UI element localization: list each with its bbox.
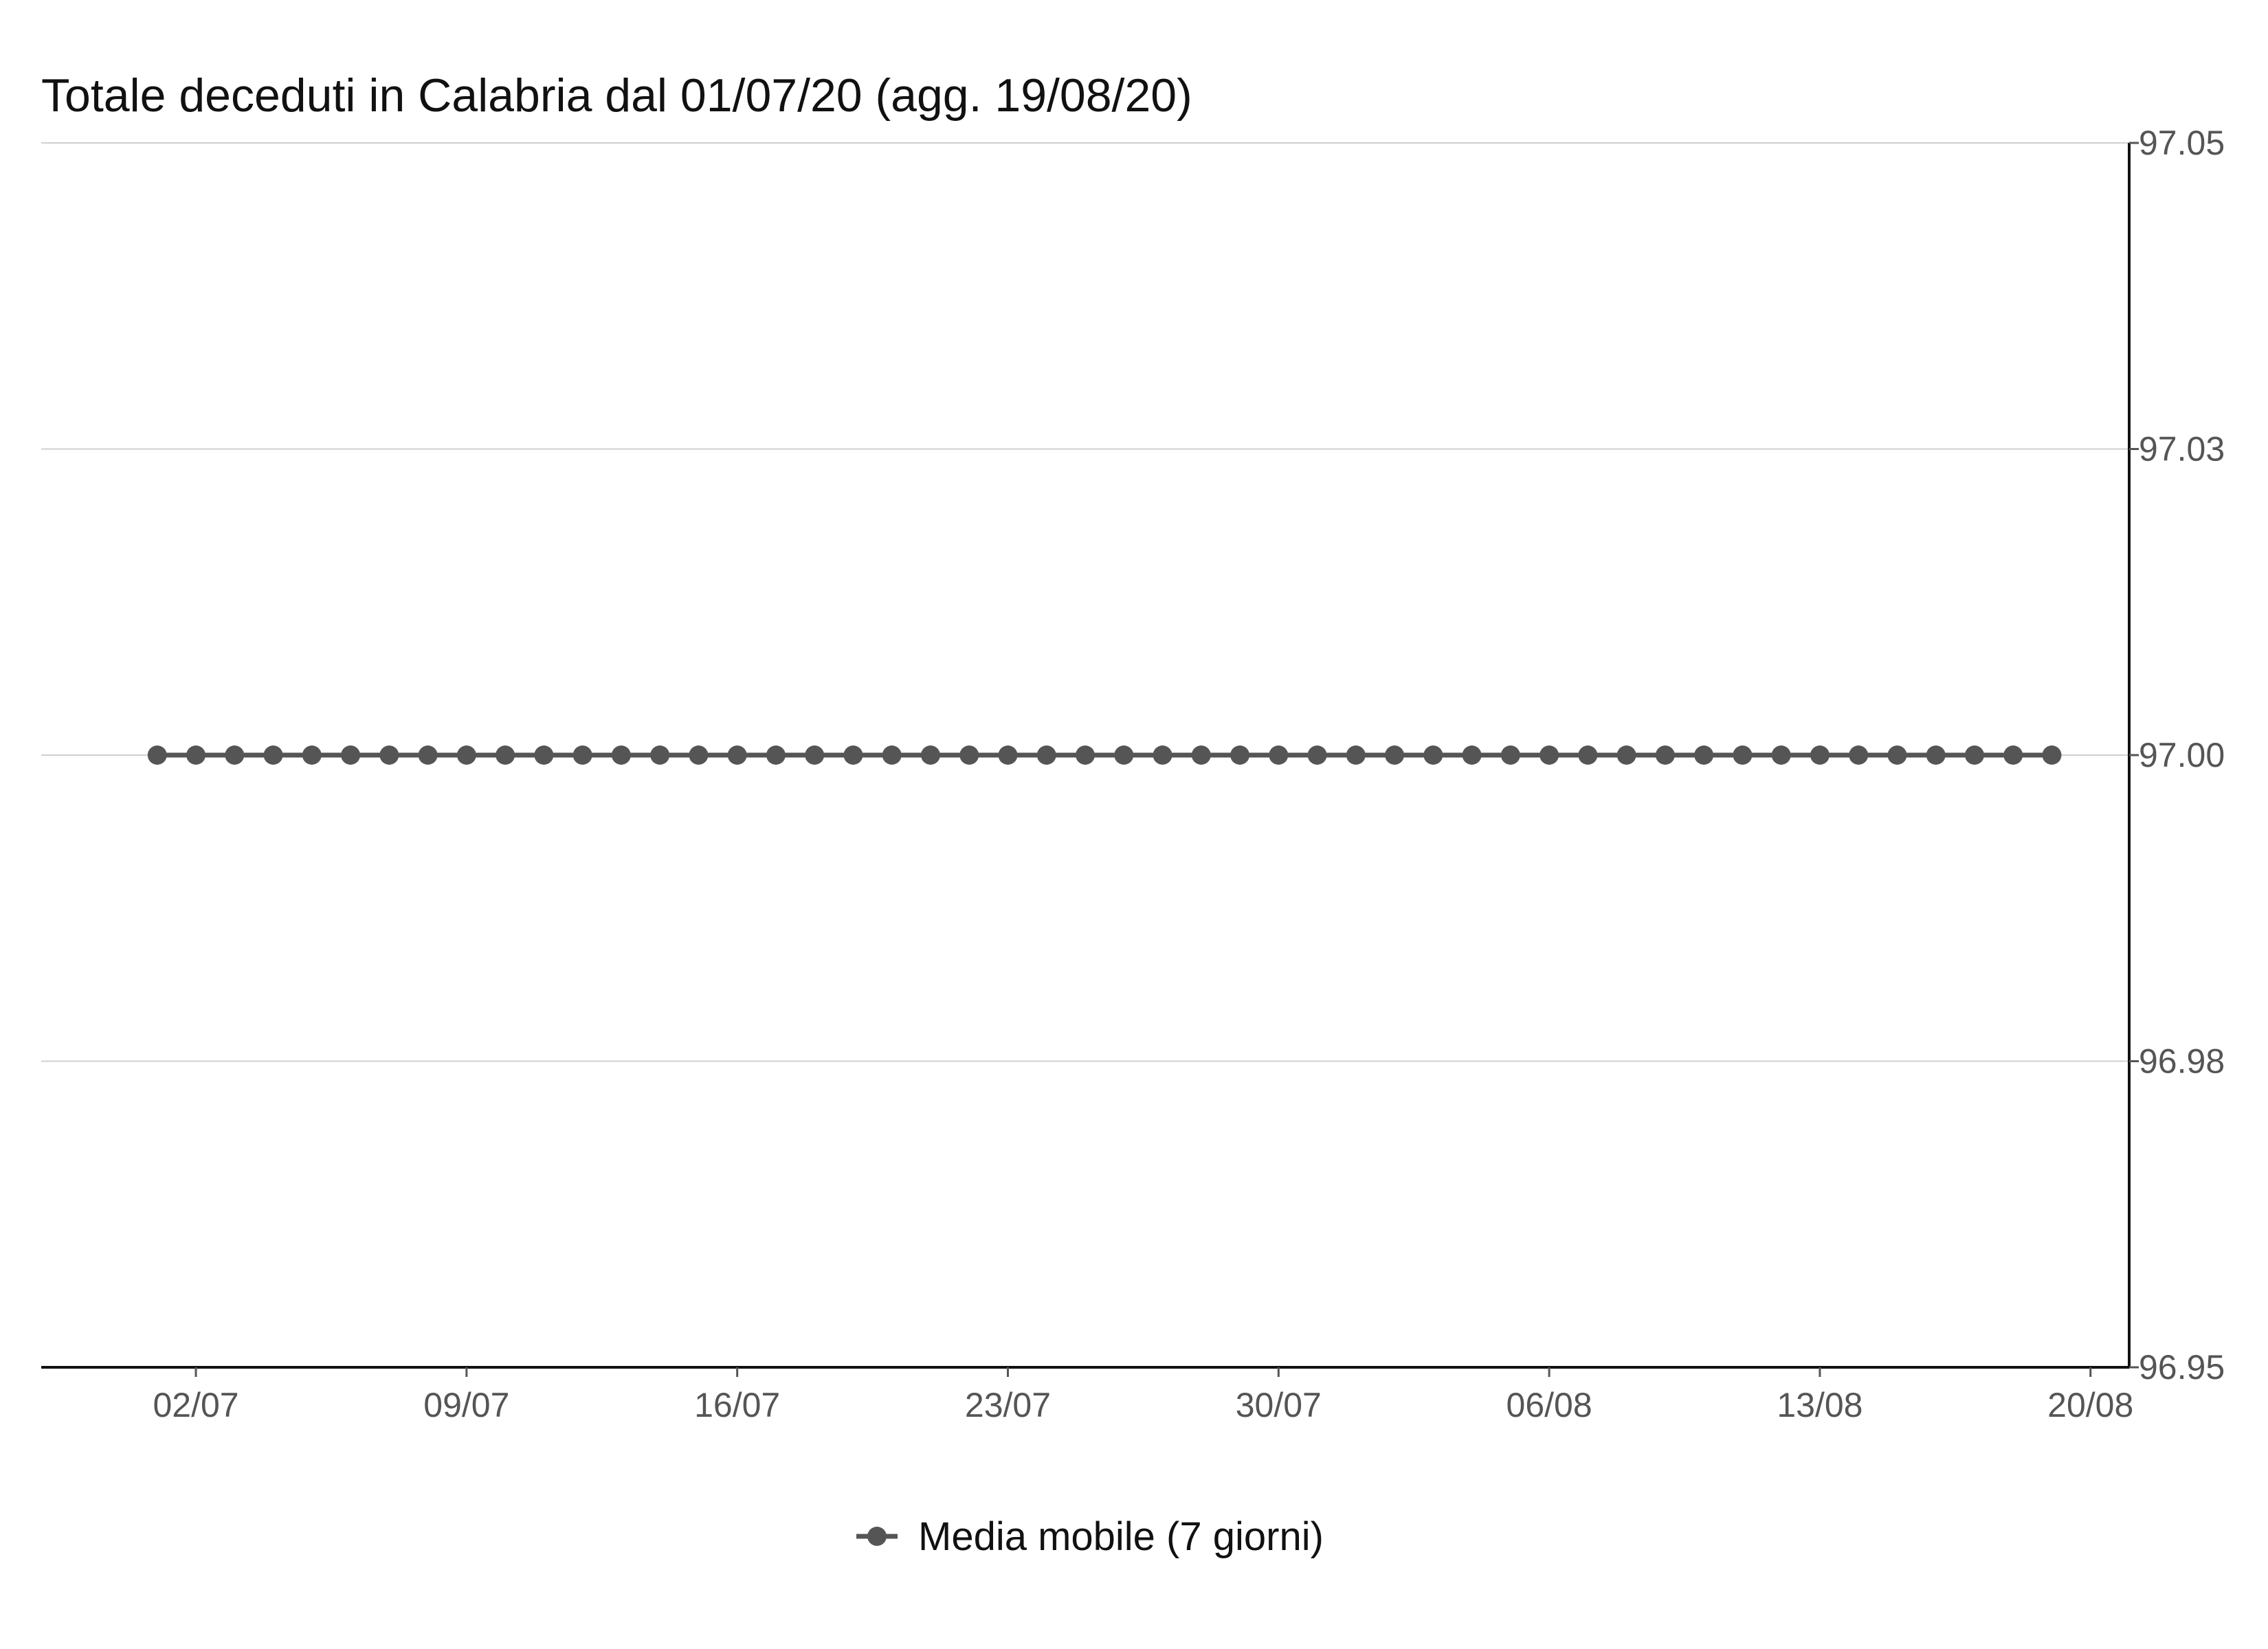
x-tick-label-2: 16/07 — [694, 1386, 780, 1424]
data-point-11 — [572, 745, 592, 765]
data-point-48 — [2003, 745, 2023, 765]
data-point-43 — [1810, 745, 1830, 765]
data-point-28 — [1230, 745, 1250, 765]
data-point-24 — [1076, 745, 1095, 765]
legend-marker — [867, 1527, 887, 1546]
data-point-27 — [1191, 745, 1211, 765]
data-point-40 — [1694, 745, 1714, 765]
data-point-6 — [379, 745, 399, 765]
y-tick-label-2: 97.00 — [2139, 736, 2225, 774]
x-tick-label-7: 20/08 — [2047, 1386, 2133, 1424]
data-point-36 — [1539, 745, 1559, 765]
data-point-46 — [1926, 745, 1946, 765]
data-point-22 — [998, 745, 1018, 765]
x-tick-label-4: 30/07 — [1236, 1386, 1322, 1424]
data-point-10 — [534, 745, 554, 765]
data-point-47 — [1964, 745, 1984, 765]
data-point-29 — [1269, 745, 1289, 765]
x-tick-label-6: 13/08 — [1777, 1386, 1863, 1424]
data-point-49 — [2042, 745, 2062, 765]
data-point-25 — [1114, 745, 1134, 765]
data-point-32 — [1385, 745, 1405, 765]
data-point-4 — [302, 745, 322, 765]
data-point-12 — [611, 745, 631, 765]
data-point-0 — [147, 745, 167, 765]
data-point-7 — [418, 745, 438, 765]
y-tick-label-1: 96.98 — [2139, 1042, 2225, 1081]
data-point-17 — [805, 745, 825, 765]
data-point-3 — [263, 745, 283, 765]
y-tick-label-4: 97.05 — [2139, 124, 2225, 162]
data-point-26 — [1153, 745, 1172, 765]
data-point-38 — [1616, 745, 1636, 765]
data-point-41 — [1733, 745, 1753, 765]
y-tick-label-3: 97.03 — [2139, 430, 2225, 469]
data-point-44 — [1849, 745, 1869, 765]
data-point-23 — [1036, 745, 1056, 765]
chart-title: Totale deceduti in Calabria dal 01/07/20… — [41, 69, 1192, 122]
data-point-21 — [959, 745, 979, 765]
data-point-16 — [766, 745, 786, 765]
data-point-30 — [1307, 745, 1327, 765]
data-point-42 — [1771, 745, 1791, 765]
data-point-33 — [1423, 745, 1443, 765]
data-point-45 — [1887, 745, 1907, 765]
data-point-31 — [1346, 745, 1366, 765]
data-point-14 — [689, 745, 709, 765]
data-point-13 — [650, 745, 670, 765]
data-point-15 — [727, 745, 747, 765]
data-point-20 — [920, 745, 940, 765]
x-tick-label-3: 23/07 — [965, 1386, 1051, 1424]
data-point-35 — [1500, 745, 1520, 765]
data-point-1 — [186, 745, 206, 765]
data-point-18 — [843, 745, 863, 765]
data-point-2 — [225, 745, 245, 765]
data-point-39 — [1655, 745, 1675, 765]
legend-label: Media mobile (7 giorni) — [918, 1514, 1324, 1559]
data-point-37 — [1578, 745, 1598, 765]
data-point-5 — [341, 745, 361, 765]
y-tick-label-0: 96.95 — [2139, 1348, 2225, 1387]
x-tick-label-0: 02/07 — [153, 1386, 238, 1424]
data-point-19 — [882, 745, 902, 765]
data-point-34 — [1462, 745, 1482, 765]
data-point-8 — [456, 745, 476, 765]
data-point-9 — [496, 745, 515, 765]
x-tick-label-5: 06/08 — [1507, 1386, 1592, 1424]
x-tick-label-1: 09/07 — [423, 1386, 509, 1424]
